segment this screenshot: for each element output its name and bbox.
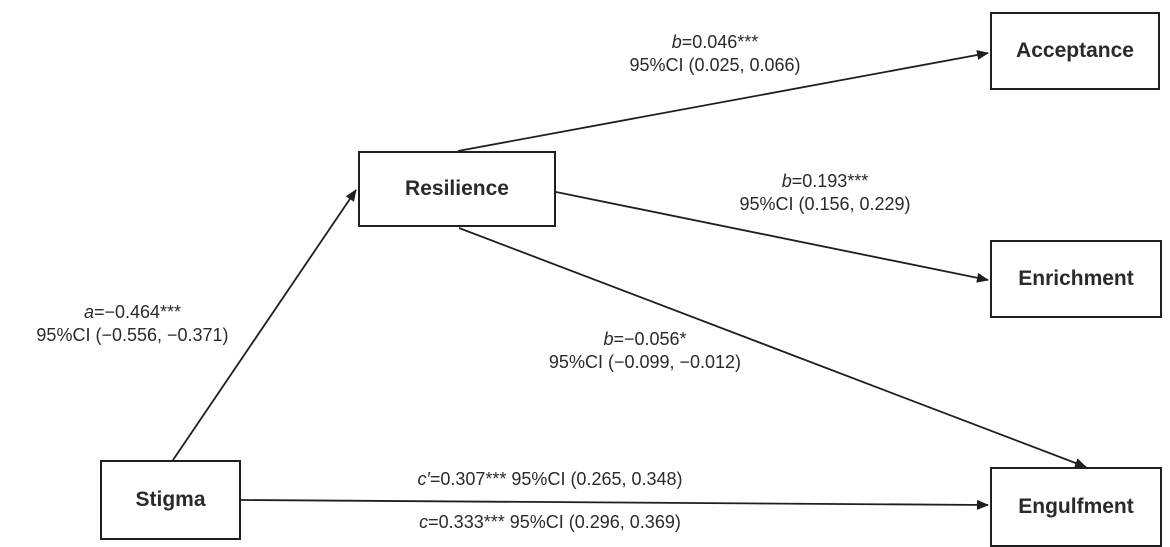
path-b-acceptance-ci: 95%CI (0.025, 0.066) — [629, 55, 801, 75]
arrow-stigma-to-engulfment — [240, 499, 989, 510]
path-c-text: =0.333*** 95%CI (0.296, 0.369) — [428, 512, 681, 532]
path-b-engulfment-coefficient: b=−0.056* — [510, 328, 780, 351]
node-resilience: Resilience — [358, 151, 556, 227]
path-b-enrichment-coefficient: b=0.193*** — [690, 170, 960, 193]
node-engulfment: Engulfment — [990, 467, 1162, 547]
arrow-resilience-to-engulfment — [458, 227, 1087, 468]
path-b-enrichment-symbol: b — [781, 171, 792, 191]
path-b-engulfment-value: =−0.056* — [613, 329, 687, 349]
path-a-value: =−0.464*** — [93, 302, 182, 322]
node-enrichment-label: Enrichment — [1018, 267, 1134, 290]
path-b-engulfment-label: b=−0.056* 95%CI (−0.099, −0.012) — [510, 328, 780, 374]
path-b-acceptance-value: =0.046*** — [681, 32, 759, 52]
path-a-label: a=−0.464*** 95%CI (−0.556, −0.371) — [10, 301, 255, 347]
node-stigma-label: Stigma — [135, 488, 206, 511]
path-b-engulfment-ci: 95%CI (−0.099, −0.012) — [548, 352, 742, 372]
arrow-resilience-to-enrichment — [555, 191, 989, 283]
path-b-acceptance-coefficient: b=0.046*** — [580, 31, 850, 54]
path-b-engulfment-symbol: b — [603, 329, 614, 349]
node-acceptance: Acceptance — [990, 12, 1160, 90]
path-c-label: c=0.333*** 95%CI (0.296, 0.369) — [350, 511, 750, 534]
path-b-acceptance-label: b=0.046*** 95%CI (0.025, 0.066) — [580, 31, 850, 77]
node-enrichment: Enrichment — [990, 240, 1162, 318]
node-engulfment-label: Engulfment — [1018, 495, 1134, 518]
path-b-enrichment-value: =0.193*** — [791, 171, 869, 191]
node-stigma: Stigma — [100, 460, 241, 540]
path-a-ci: 95%CI (−0.556, −0.371) — [36, 325, 229, 345]
path-b-enrichment-ci: 95%CI (0.156, 0.229) — [739, 194, 911, 214]
path-b-acceptance-symbol: b — [671, 32, 682, 52]
path-a-coefficient: a=−0.464*** — [10, 301, 255, 324]
node-acceptance-label: Acceptance — [1016, 39, 1134, 62]
path-c-prime-label: c′=0.307*** 95%CI (0.265, 0.348) — [350, 468, 750, 491]
path-b-enrichment-label: b=0.193*** 95%CI (0.156, 0.229) — [690, 170, 960, 216]
arrow-resilience-to-acceptance — [457, 50, 989, 152]
path-c-symbol: c — [419, 512, 429, 532]
path-a-symbol: a — [83, 302, 94, 322]
path-c-prime-symbol: c′ — [417, 469, 430, 489]
path-c-prime-text: =0.307*** 95%CI (0.265, 0.348) — [429, 469, 683, 489]
arrow-stigma-to-resilience — [172, 189, 357, 461]
node-resilience-label: Resilience — [405, 177, 509, 200]
